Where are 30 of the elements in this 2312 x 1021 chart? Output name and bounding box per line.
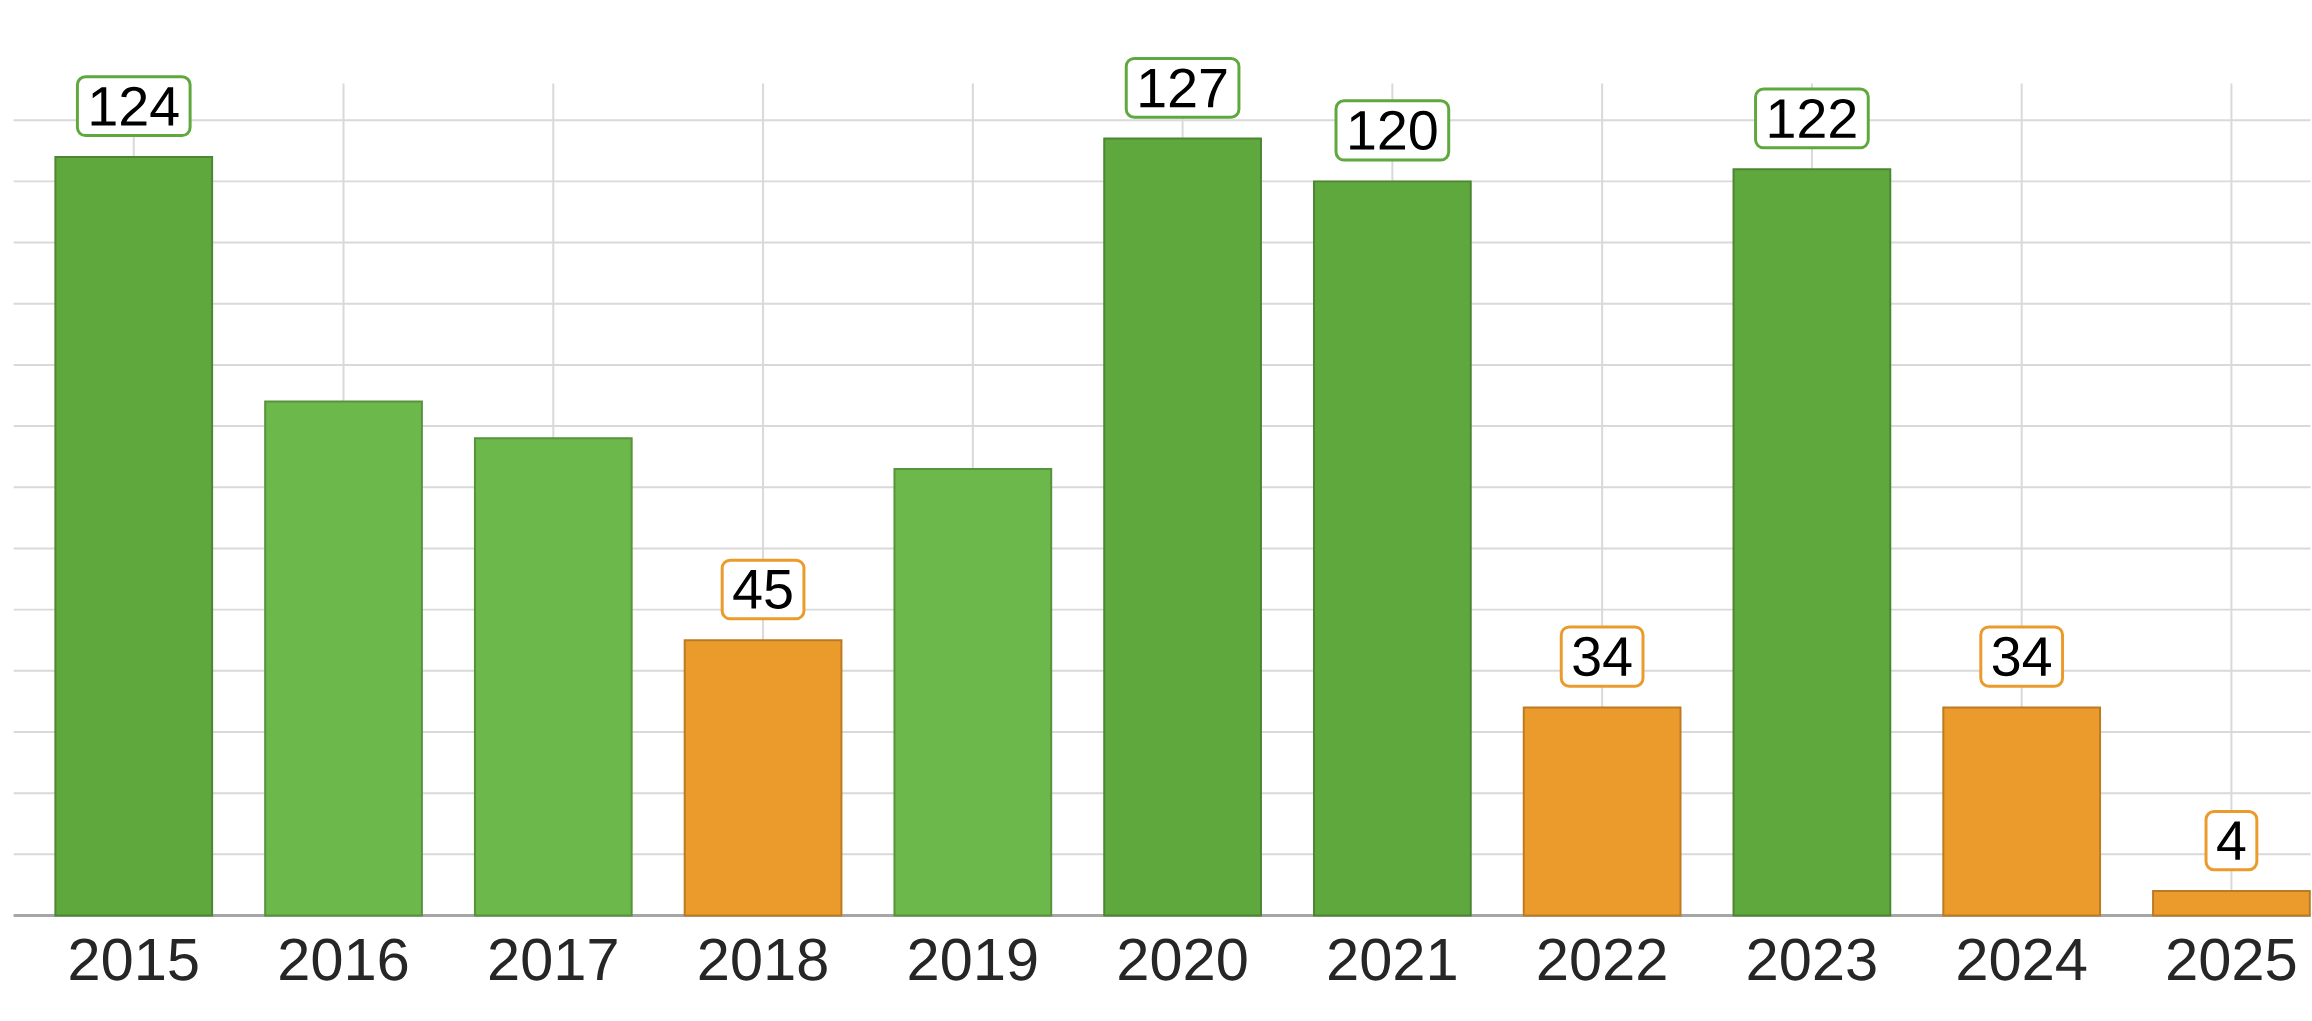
x-tick-label: 2024 (1958, 938, 2087, 981)
bar (1942, 706, 2102, 917)
data-label: 4 (2217, 821, 2246, 860)
x-tick-label: 2023 (1748, 938, 1876, 981)
bar (1103, 137, 1262, 917)
data-label: 34 (1573, 636, 1632, 677)
x-tick-label: 2016 (280, 938, 408, 981)
x-tick-label: 2021 (1329, 938, 1456, 981)
bar (1522, 706, 1682, 917)
data-label: 45 (733, 570, 792, 609)
bar (893, 467, 1053, 917)
data-label: 127 (1140, 68, 1227, 108)
x-tick-label: 2015 (70, 938, 198, 981)
x-tick-label: 2019 (909, 938, 1037, 981)
data-label: 120 (1350, 110, 1437, 151)
x-tick-label: 2020 (1119, 938, 1247, 981)
bar (683, 639, 843, 917)
x-tick-label: 2018 (699, 938, 827, 981)
bar (54, 155, 214, 917)
x-tick-label: 2025 (2168, 938, 2296, 981)
x-tick-label: 2017 (489, 938, 617, 981)
bar (1732, 168, 1892, 917)
data-label: 122 (1769, 99, 1856, 138)
bar (473, 437, 633, 917)
bar (1312, 180, 1472, 917)
data-label: 34 (1992, 636, 2051, 677)
x-tick-label: 2022 (1538, 938, 1666, 981)
bar (264, 400, 423, 917)
data-label: 124 (91, 86, 179, 126)
bar (2152, 890, 2311, 917)
